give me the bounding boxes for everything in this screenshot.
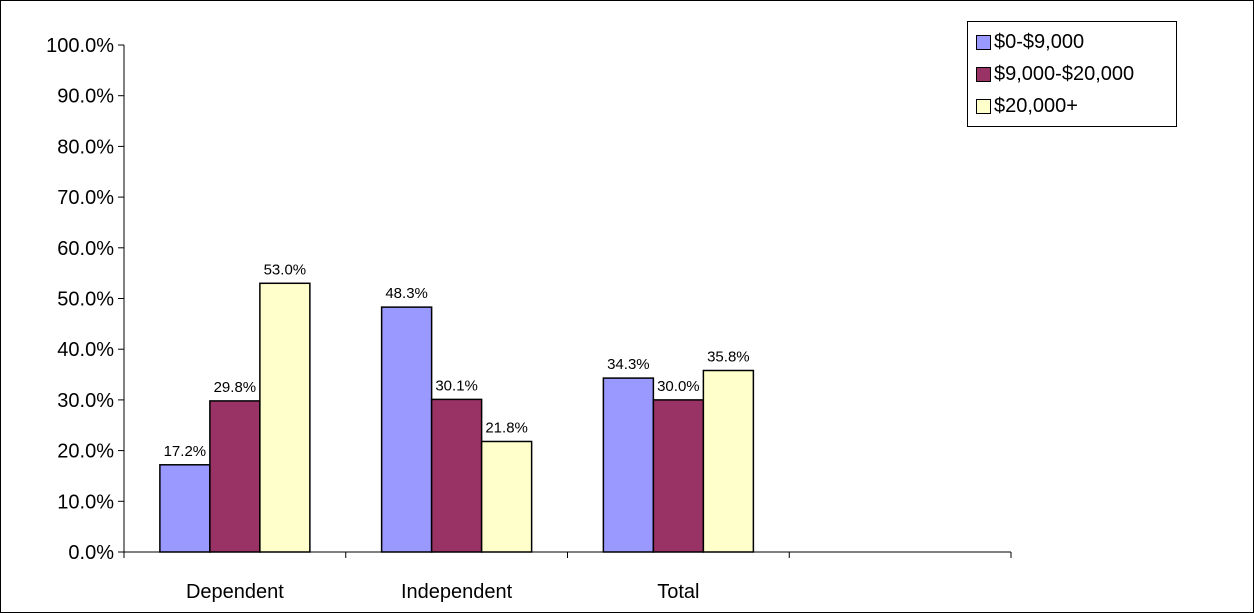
bar (602, 377, 655, 553)
legend-item-series-1: $0-$9,000 (976, 29, 1084, 55)
legend-label-series-2: $9,000-$20,000 (994, 62, 1135, 85)
legend-label-series-1: $0-$9,000 (994, 30, 1085, 53)
data-label: 29.8% (214, 379, 257, 396)
data-labels: 17.2% 29.8% 53.0% 48.3% 30.1% 21.8% 34.3% 30.0%… (164, 261, 750, 460)
y-tick-label: 90.0% (57, 86, 114, 108)
bars (159, 282, 755, 553)
bar (430, 398, 483, 553)
y-tick-label: 80.0% (57, 136, 114, 158)
data-label: 17.2% (164, 443, 207, 460)
bar (380, 306, 433, 553)
x-category-label: Independent (401, 581, 513, 603)
data-label: 53.0% (264, 261, 307, 278)
x-category-label: Dependent (186, 581, 284, 603)
x-category-label: Total (657, 581, 699, 603)
bar (209, 400, 261, 553)
legend-label-series-3: $20,000+ (994, 94, 1078, 117)
data-label: 34.3% (607, 356, 650, 373)
y-tick-label: 100.0% (46, 35, 114, 57)
legend-swatch-series-3 (976, 98, 991, 114)
data-label: 30.1% (435, 377, 478, 394)
y-tick-label: 60.0% (57, 238, 114, 260)
bar (480, 440, 533, 553)
bar (652, 399, 705, 553)
data-label: 21.8% (485, 419, 528, 436)
y-tick-label: 40.0% (57, 339, 114, 361)
bar (259, 282, 311, 553)
data-label: 48.3% (385, 285, 428, 302)
y-tick-label: 70.0% (57, 187, 114, 209)
y-tick-label: 50.0% (57, 289, 114, 311)
y-tick-label: 10.0% (57, 491, 114, 513)
data-label: 30.0% (657, 378, 700, 395)
legend-item-series-2: $9,000-$20,000 (976, 61, 1134, 87)
y-tick-label: 20.0% (57, 441, 114, 463)
legend-swatch-series-2 (976, 66, 991, 82)
x-axis: Dependent Independent Total (123, 551, 1012, 603)
data-label: 35.8% (707, 348, 750, 365)
y-axis: 0.0% 10.0% 20.0% 30.0% 40.0% 50.0% 60.0% 70.0% 8… (46, 35, 125, 564)
legend: $0-$9,000 $9,000-$20,000 $20,000+ (967, 21, 1177, 127)
legend-item-series-3: $20,000+ (976, 93, 1078, 119)
bar (159, 464, 211, 553)
y-tick-label: 0.0% (68, 542, 114, 564)
bar (702, 369, 755, 553)
y-tick-label: 30.0% (57, 390, 114, 412)
legend-swatch-series-1 (976, 34, 991, 50)
